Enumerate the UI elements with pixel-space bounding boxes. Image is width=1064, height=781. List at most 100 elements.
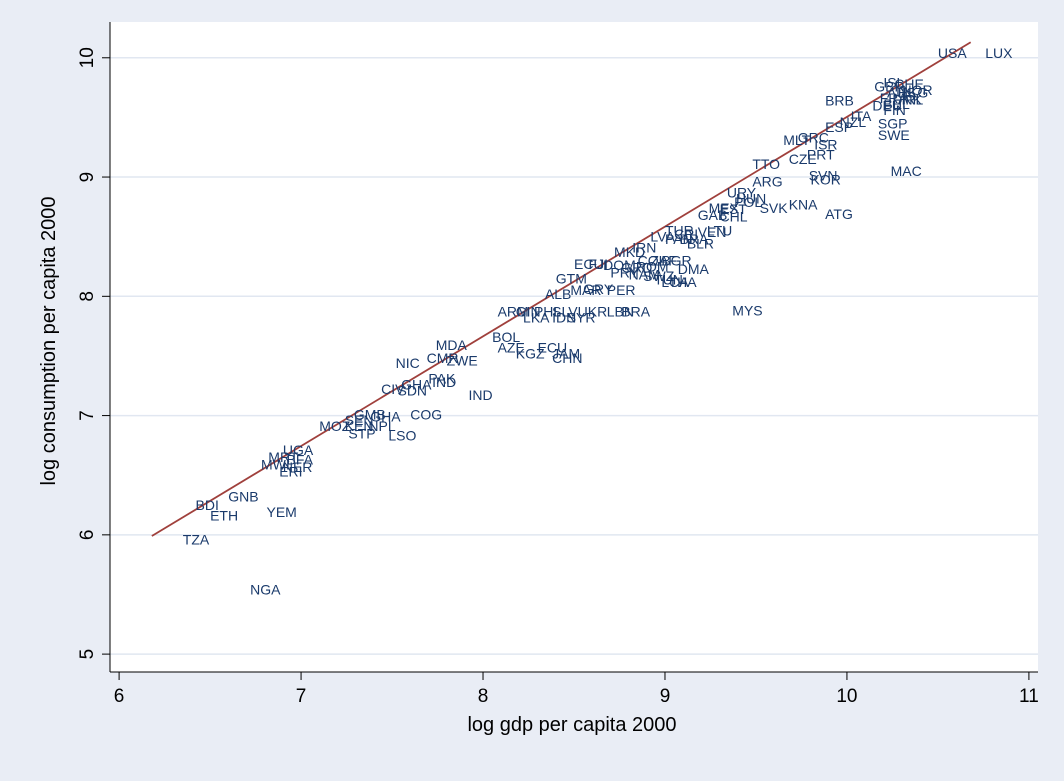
point-label: FRA bbox=[880, 90, 909, 106]
point-label: IND bbox=[468, 387, 492, 403]
point-label: ISL bbox=[883, 75, 904, 91]
point-label: MDA bbox=[436, 337, 468, 353]
point-label: SWZ bbox=[643, 268, 675, 284]
x-tick-label: 11 bbox=[1019, 686, 1039, 707]
y-tick-label: 7 bbox=[77, 410, 98, 421]
point-label: YEM bbox=[266, 504, 296, 520]
point-label: ATG bbox=[825, 206, 853, 222]
point-label: FIN bbox=[883, 102, 906, 118]
point-label: SVN bbox=[809, 168, 838, 184]
point-label: IDN bbox=[552, 310, 576, 326]
point-label: KOR bbox=[811, 171, 841, 187]
point-label: CIV bbox=[381, 381, 405, 397]
point-label: TTO bbox=[752, 156, 780, 172]
point-label: BOL bbox=[492, 329, 520, 345]
point-label: PRY bbox=[610, 264, 639, 280]
point-label: IND bbox=[432, 374, 456, 390]
point-label: GHA bbox=[401, 376, 432, 392]
x-tick-label: 10 bbox=[836, 686, 857, 707]
y-tick-label: 9 bbox=[77, 172, 98, 183]
y-tick-label: 8 bbox=[77, 291, 98, 302]
point-label: ERI bbox=[279, 464, 302, 480]
point-label: BFA bbox=[287, 452, 314, 468]
point-label: POL bbox=[734, 194, 762, 210]
point-label: GAB bbox=[698, 207, 728, 223]
point-label: MAR bbox=[570, 282, 601, 298]
point-label: ECU bbox=[574, 256, 604, 272]
point-label: LCA bbox=[661, 274, 689, 290]
point-label: PAN bbox=[665, 231, 693, 247]
point-label: FJI bbox=[589, 256, 608, 272]
point-label: MOZ bbox=[319, 418, 351, 434]
point-label: NPL bbox=[368, 418, 395, 434]
point-label: ECU bbox=[538, 339, 568, 355]
point-label: SEN bbox=[345, 412, 374, 428]
fit-line-group bbox=[151, 41, 972, 537]
point-label: JAM bbox=[552, 345, 580, 361]
point-label: TUN bbox=[654, 272, 683, 288]
point-label: KEN bbox=[345, 418, 374, 434]
point-label: NIC bbox=[396, 355, 420, 371]
point-label: PRT bbox=[807, 146, 835, 162]
point-label: LVA bbox=[650, 229, 675, 245]
y-tick-label: 6 bbox=[77, 530, 98, 541]
point-label: GBR bbox=[874, 78, 904, 94]
point-label: LTU bbox=[707, 223, 732, 239]
plot-area bbox=[110, 22, 1038, 672]
point-label: NOR bbox=[902, 82, 933, 98]
point-label: NER bbox=[283, 459, 313, 475]
point-label: ARM bbox=[498, 304, 529, 320]
point-label: VEN bbox=[698, 224, 727, 240]
point-label: ESP bbox=[825, 119, 853, 135]
point-label: DOM bbox=[603, 257, 636, 273]
y-axis-title: log consumption per capita 2000 bbox=[38, 196, 60, 485]
x-tick-label: 8 bbox=[478, 686, 489, 707]
point-label: SDN bbox=[397, 382, 427, 398]
point-label: MEX bbox=[709, 200, 740, 216]
point-label: CHL bbox=[720, 208, 748, 224]
point-label: BDI bbox=[196, 497, 219, 513]
point-label: AUS bbox=[887, 84, 916, 100]
gridlines bbox=[110, 57, 1038, 655]
point-label: BRB bbox=[825, 93, 854, 109]
point-label: MLT bbox=[783, 132, 810, 148]
point-label: ETH bbox=[210, 508, 238, 524]
point-label: LBN bbox=[607, 304, 634, 320]
point-label: CZE bbox=[789, 151, 817, 167]
point-label: COL bbox=[638, 252, 667, 268]
point-label: PER bbox=[607, 282, 636, 298]
y-tick-label: 10 bbox=[77, 47, 98, 68]
point-label: GRY bbox=[583, 281, 614, 297]
point-label: CHE bbox=[894, 76, 924, 92]
point-label: LKA bbox=[523, 310, 550, 326]
point-label: BLR bbox=[687, 236, 714, 252]
point-label: CMR bbox=[427, 350, 459, 366]
fit-line bbox=[151, 41, 972, 537]
point-label: BEL bbox=[883, 96, 910, 112]
point-label: ZAF bbox=[650, 252, 676, 268]
point-label: ZWE bbox=[447, 353, 478, 369]
point-label: TUR bbox=[665, 223, 694, 239]
point-label: ITA bbox=[851, 108, 872, 124]
point-label: NAM bbox=[629, 267, 660, 283]
point-label: EST bbox=[720, 201, 748, 217]
point-label: IRN bbox=[632, 239, 656, 255]
point-label: GRC bbox=[798, 130, 829, 146]
point-label: IRL bbox=[902, 91, 924, 107]
point-label: SYR bbox=[567, 310, 596, 326]
point-label: GNB bbox=[228, 489, 258, 505]
point-label: GIN bbox=[516, 304, 541, 320]
point-label: HUN bbox=[736, 190, 766, 206]
data-points: USA LUXGBRISLCHENORAUSHKGFRADNKIRLDEUBELF… bbox=[183, 45, 1013, 598]
point-label: UKR bbox=[578, 304, 608, 320]
point-label: NGA bbox=[250, 582, 281, 598]
point-label: LUX bbox=[985, 45, 1013, 61]
point-label: GTM bbox=[556, 270, 587, 286]
point-label: TZA bbox=[183, 532, 210, 548]
point-label: SWE bbox=[878, 127, 910, 143]
point-label: DMA bbox=[678, 261, 710, 277]
point-label: GMB bbox=[354, 406, 386, 422]
point-label: MAC bbox=[891, 163, 922, 179]
point-label: ISR bbox=[814, 137, 837, 153]
